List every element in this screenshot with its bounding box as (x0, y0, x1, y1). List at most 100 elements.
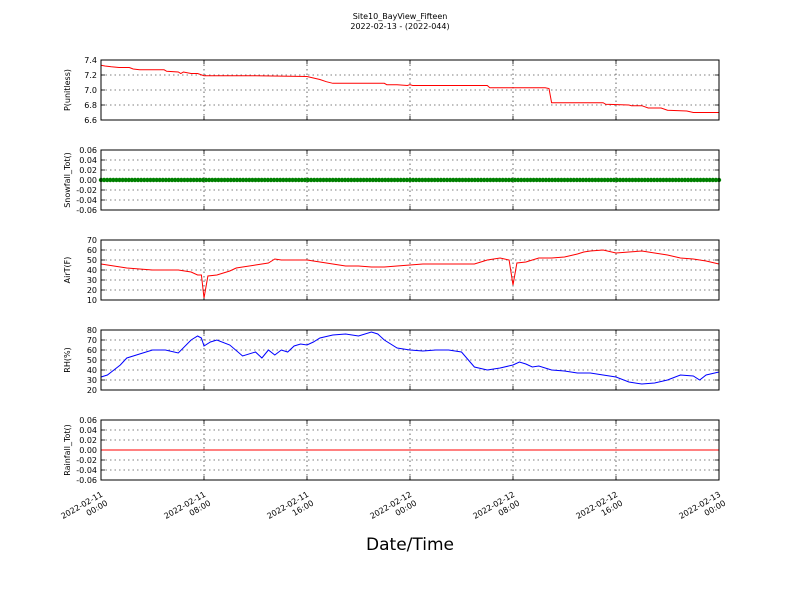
series-point-snowfall-3 (108, 177, 113, 183)
series-point-snowfall-87 (367, 177, 373, 183)
series-point-snowfall-39 (219, 177, 224, 183)
series-point-snowfall-157 (583, 177, 589, 183)
series-point-snowfall-26 (179, 177, 184, 183)
series-point-snowfall-27 (182, 177, 187, 183)
series-point-snowfall-68 (308, 177, 314, 183)
series-point-snowfall-145 (546, 177, 552, 183)
series-point-snowfall-20 (160, 177, 165, 183)
series-point-snowfall-174 (636, 177, 641, 183)
series-point-snowfall-134 (512, 177, 518, 183)
series-point-snowfall-144 (543, 177, 549, 183)
series-point-snowfall-40 (222, 177, 227, 183)
series-point-snowfall-176 (642, 177, 648, 183)
series-point-snowfall-17 (151, 177, 156, 183)
series-point-snowfall-141 (534, 177, 539, 183)
series-point-snowfall-159 (590, 177, 595, 183)
series-point-snowfall-102 (413, 177, 419, 183)
series-point-snowfall-96 (395, 177, 400, 183)
ytick-label-pressure-1: 6.8 (84, 101, 97, 110)
series-point-snowfall-5 (114, 177, 119, 183)
series-point-snowfall-86 (364, 177, 369, 183)
series-point-snowfall-38 (216, 177, 221, 183)
series-point-snowfall-46 (240, 177, 246, 183)
series-point-snowfall-88 (370, 177, 376, 183)
series-point-snowfall-2 (104, 177, 110, 183)
ytick-label-rh-4: 60 (87, 346, 97, 355)
series-point-snowfall-21 (163, 177, 169, 183)
series-point-snowfall-24 (172, 177, 178, 183)
series-point-snowfall-190 (685, 177, 691, 183)
series-point-snowfall-152 (568, 177, 573, 183)
ytick-label-rh-6: 80 (87, 326, 97, 335)
ytick-label-airtemp-6: 70 (87, 236, 97, 245)
series-point-snowfall-132 (506, 177, 512, 183)
series-point-snowfall-127 (491, 177, 496, 183)
series-point-snowfall-198 (710, 177, 716, 183)
ytick-label-airtemp-5: 60 (87, 246, 97, 255)
series-point-snowfall-192 (692, 177, 697, 183)
ytick-label-airtemp-2: 30 (87, 276, 97, 285)
series-point-snowfall-31 (194, 177, 199, 183)
series-point-snowfall-168 (617, 177, 623, 183)
series-point-snowfall-41 (225, 177, 230, 183)
series-point-snowfall-34 (203, 177, 209, 183)
ytick-label-rainfall-2: -0.02 (76, 456, 97, 465)
series-point-snowfall-11 (132, 177, 138, 183)
series-point-snowfall-193 (695, 177, 700, 183)
series-point-snowfall-130 (500, 177, 505, 183)
series-point-snowfall-76 (333, 177, 339, 183)
series-point-snowfall-156 (580, 177, 586, 183)
series-point-snowfall-33 (200, 177, 206, 183)
ylabel-snowfall: Snowfall_Tot() (63, 152, 72, 208)
series-point-snowfall-117 (460, 177, 465, 183)
chart-title-line2: 2022-02-13 - (2022-044) (350, 22, 449, 31)
ytick-label-snowfall-6: 0.06 (79, 146, 97, 155)
series-point-snowfall-47 (244, 177, 249, 183)
series-point-snowfall-183 (664, 177, 669, 183)
series-point-snowfall-109 (435, 177, 441, 183)
series-point-snowfall-12 (135, 177, 141, 183)
series-point-snowfall-148 (556, 177, 561, 183)
series-point-snowfall-70 (315, 177, 320, 183)
ytick-label-snowfall-1: -0.04 (76, 196, 97, 205)
series-point-snowfall-139 (528, 177, 533, 183)
series-point-snowfall-52 (259, 177, 264, 183)
series-point-snowfall-48 (247, 177, 252, 183)
series-point-snowfall-65 (299, 177, 305, 183)
series-point-snowfall-1 (101, 177, 107, 183)
series-point-snowfall-191 (688, 177, 694, 183)
series-point-snowfall-79 (342, 177, 348, 183)
series-point-snowfall-89 (373, 177, 379, 183)
series-point-snowfall-114 (451, 177, 456, 183)
series-point-snowfall-170 (624, 177, 629, 183)
series-point-snowfall-75 (330, 177, 335, 183)
series-point-snowfall-66 (302, 177, 308, 183)
series-point-snowfall-189 (682, 177, 688, 183)
series-point-snowfall-135 (515, 177, 521, 183)
series-point-snowfall-18 (154, 177, 159, 183)
series-point-snowfall-44 (234, 177, 240, 183)
ytick-label-snowfall-2: -0.02 (76, 186, 97, 195)
series-point-snowfall-187 (676, 177, 682, 183)
series-point-snowfall-160 (593, 177, 598, 183)
series-point-snowfall-25 (176, 177, 181, 183)
series-point-snowfall-7 (120, 177, 125, 183)
series-point-snowfall-81 (349, 177, 354, 183)
series-point-snowfall-82 (352, 177, 357, 183)
ytick-label-rainfall-3: 0.00 (79, 446, 97, 455)
series-point-snowfall-115 (454, 177, 459, 183)
series-point-snowfall-54 (265, 177, 271, 183)
series-point-snowfall-181 (658, 177, 663, 183)
series-point-snowfall-161 (596, 177, 601, 183)
series-point-snowfall-169 (621, 177, 626, 183)
series-point-snowfall-10 (129, 177, 135, 183)
panel-pressure: 6.6 6.8 7.0 7.2 7.4 P(unitless) (63, 56, 720, 125)
series-point-snowfall-13 (138, 177, 144, 183)
axes-frame-snowfall (100, 149, 720, 211)
series-point-snowfall-150 (562, 177, 567, 183)
series-point-snowfall-67 (305, 177, 311, 183)
series-point-snowfall-177 (645, 177, 651, 183)
